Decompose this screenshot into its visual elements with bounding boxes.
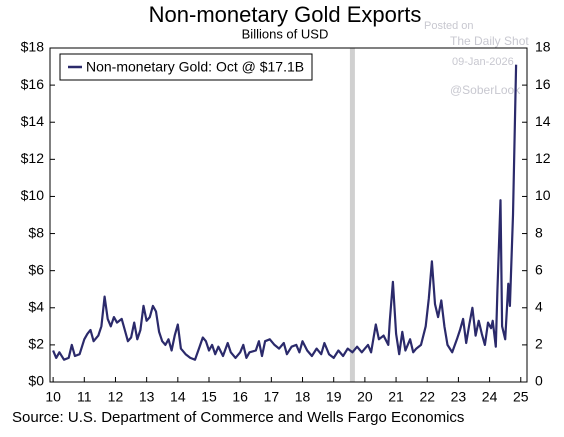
watermark: 09-Jan-2026 <box>452 56 514 68</box>
x-tick-label: 25 <box>513 389 529 405</box>
y2-tick-label: 8 <box>535 224 543 240</box>
watermark: @SoberLook <box>450 83 521 97</box>
y2-tick-label: 6 <box>535 261 543 277</box>
y-tick-label: $14 <box>21 113 45 129</box>
chart-title: Non-monetary Gold Exports <box>149 2 422 27</box>
x-tick-label: 14 <box>170 389 186 405</box>
y-tick-label: $8 <box>28 224 44 240</box>
x-tick-label: 16 <box>232 389 248 405</box>
x-tick-label: 12 <box>108 389 124 405</box>
y-tick-label: $2 <box>28 336 44 352</box>
y-tick-label: $16 <box>21 76 45 92</box>
shaded-band <box>349 48 355 382</box>
x-tick-label: 13 <box>139 389 155 405</box>
x-tick-label: 20 <box>357 389 373 405</box>
watermark: Posted on <box>424 20 474 32</box>
x-tick-label: 19 <box>326 389 342 405</box>
x-tick-label: 21 <box>388 389 404 405</box>
data-line <box>52 64 518 361</box>
y2-tick-label: 2 <box>535 336 543 352</box>
chart-subtitle: Billions of USD <box>242 26 329 41</box>
x-tick-label: 17 <box>264 389 280 405</box>
y-tick-label: $6 <box>28 261 44 277</box>
y2-tick-label: 18 <box>535 39 551 55</box>
watermark: The Daily Shot <box>450 34 529 48</box>
legend-box <box>59 53 313 81</box>
y2-tick-label: 0 <box>535 373 543 389</box>
y2-tick-label: 14 <box>535 113 551 129</box>
y-tick-label: $0 <box>28 373 44 389</box>
x-tick-label: 15 <box>201 389 217 405</box>
y2-tick-label: 16 <box>535 76 551 92</box>
source-note: Source: U.S. Department of Commerce and … <box>12 409 464 426</box>
y2-tick-label: 10 <box>535 187 551 203</box>
y-tick-label: $12 <box>21 150 45 166</box>
y-tick-label: $4 <box>28 298 44 314</box>
y-tick-label: $18 <box>21 39 45 55</box>
y2-tick-label: 4 <box>535 298 543 314</box>
x-tick-label: 24 <box>482 389 498 405</box>
y2-tick-label: 12 <box>535 150 551 166</box>
x-tick-label: 11 <box>77 389 92 405</box>
plot-frame <box>49 47 528 383</box>
x-tick-label: 10 <box>45 389 61 405</box>
x-tick-label: 22 <box>419 389 435 405</box>
x-tick-label: 23 <box>451 389 467 405</box>
legend-label: Non-monetary Gold: Oct @ $17.1B <box>86 59 304 75</box>
x-tick-label: 18 <box>295 389 311 405</box>
y-tick-label: $10 <box>21 187 45 203</box>
